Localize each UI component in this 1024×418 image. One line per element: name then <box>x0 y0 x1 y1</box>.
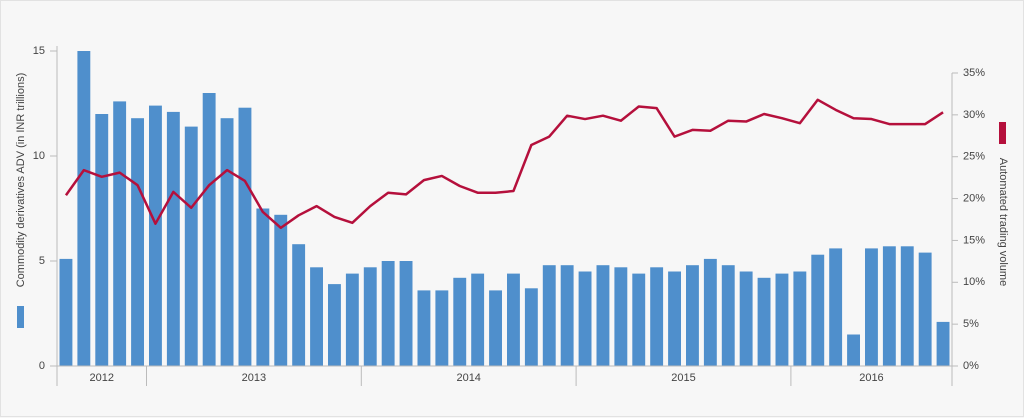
bar <box>829 248 843 366</box>
y2-tick-label: 30% <box>963 109 985 121</box>
bar <box>113 101 127 367</box>
bar <box>489 290 502 366</box>
bar <box>900 246 914 366</box>
bar <box>524 288 538 366</box>
bar <box>417 290 431 366</box>
bar <box>739 271 753 366</box>
bar <box>865 248 878 366</box>
bar <box>686 265 699 366</box>
x-group-label: 2012 <box>90 372 114 384</box>
bar <box>721 265 735 366</box>
bar <box>775 273 789 366</box>
bar <box>650 267 664 366</box>
y2-tick-label: 10% <box>963 276 985 288</box>
bar <box>292 244 306 366</box>
bar <box>256 208 270 366</box>
bar <box>310 267 323 366</box>
bar <box>345 273 359 366</box>
bar <box>328 284 341 366</box>
y-tick-label: 15 <box>33 45 45 57</box>
bar <box>453 277 467 366</box>
y2-tick-label: 20% <box>963 192 985 204</box>
bar <box>59 258 73 366</box>
bar <box>793 271 807 366</box>
bar <box>614 267 628 366</box>
bar <box>166 111 180 367</box>
bar <box>918 252 932 366</box>
x-group-label: 2014 <box>456 372 480 384</box>
bar <box>131 118 144 366</box>
y2-tick-label: 5% <box>963 318 979 330</box>
y2-axis-title: Automated trading volume <box>997 158 1009 286</box>
bar <box>757 277 771 366</box>
bar <box>578 271 592 366</box>
bar <box>936 321 950 366</box>
y-tick-label: 5 <box>39 255 45 267</box>
bar <box>202 93 216 366</box>
bar <box>274 214 288 366</box>
y-tick-label: 0 <box>39 360 45 372</box>
bar <box>363 267 377 366</box>
bar <box>220 118 234 366</box>
bar <box>703 258 717 366</box>
y2-tick-label: 0% <box>963 360 979 372</box>
bar <box>596 265 610 366</box>
legend-swatch <box>17 306 24 328</box>
bar <box>238 107 252 366</box>
line <box>64 98 944 230</box>
y2-tick-label: 15% <box>963 234 985 246</box>
bar <box>471 273 485 366</box>
x-group-label: 2015 <box>671 372 695 384</box>
bar <box>399 261 413 366</box>
x-group-label: 2013 <box>242 372 266 384</box>
bar <box>847 334 860 366</box>
y-tick-label: 10 <box>33 150 45 162</box>
bar <box>435 290 449 366</box>
bar <box>560 265 574 366</box>
bar <box>668 271 681 366</box>
bar <box>184 126 198 366</box>
bar <box>77 51 91 366</box>
bar <box>542 265 556 366</box>
y2-tick-label: 35% <box>963 67 985 79</box>
bar <box>882 246 896 366</box>
y-axis-title: Commodity derivatives ADV (in INR trilli… <box>15 73 27 288</box>
y2-tick-label: 25% <box>963 151 985 163</box>
bar <box>149 105 162 366</box>
bar <box>632 273 646 366</box>
bar <box>95 114 109 366</box>
legend-swatch <box>999 122 1006 144</box>
x-group-label: 2016 <box>859 372 883 384</box>
bar <box>381 261 395 366</box>
bar <box>507 273 520 366</box>
bar <box>811 254 825 366</box>
